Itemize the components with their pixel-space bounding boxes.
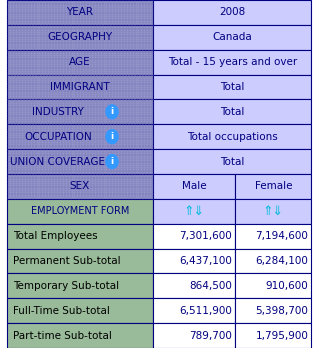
Text: Permanent Sub-total: Permanent Sub-total [13, 256, 121, 266]
Text: INDUSTRY: INDUSTRY [32, 107, 84, 117]
FancyBboxPatch shape [235, 298, 311, 323]
FancyBboxPatch shape [7, 199, 153, 224]
Text: 6,437,100: 6,437,100 [179, 256, 232, 266]
FancyBboxPatch shape [153, 149, 311, 174]
FancyBboxPatch shape [7, 323, 153, 348]
Text: Part-time Sub-total: Part-time Sub-total [13, 331, 112, 341]
Circle shape [106, 130, 118, 144]
FancyBboxPatch shape [153, 274, 235, 298]
Text: 6,284,100: 6,284,100 [255, 256, 308, 266]
FancyBboxPatch shape [235, 174, 311, 199]
FancyBboxPatch shape [7, 149, 153, 174]
Text: ⇑⇓: ⇑⇓ [263, 205, 284, 218]
Text: 2008: 2008 [219, 7, 245, 17]
Text: 6,511,900: 6,511,900 [179, 306, 232, 316]
Text: 5,398,700: 5,398,700 [255, 306, 308, 316]
Text: Temporary Sub-total: Temporary Sub-total [13, 281, 119, 291]
Text: Full-Time Sub-total: Full-Time Sub-total [13, 306, 110, 316]
FancyBboxPatch shape [235, 248, 311, 274]
FancyBboxPatch shape [153, 0, 311, 25]
FancyBboxPatch shape [153, 248, 235, 274]
Text: Total - 15 years and over: Total - 15 years and over [167, 57, 297, 67]
FancyBboxPatch shape [7, 74, 153, 100]
Text: 910,600: 910,600 [266, 281, 308, 291]
FancyBboxPatch shape [153, 323, 235, 348]
FancyBboxPatch shape [7, 25, 153, 50]
Text: 1,795,900: 1,795,900 [255, 331, 308, 341]
FancyBboxPatch shape [153, 50, 311, 74]
Text: 7,301,600: 7,301,600 [179, 231, 232, 241]
Text: IMMIGRANT: IMMIGRANT [50, 82, 110, 92]
Text: YEAR: YEAR [66, 7, 93, 17]
FancyBboxPatch shape [153, 74, 311, 100]
FancyBboxPatch shape [7, 124, 153, 149]
Text: i: i [110, 132, 114, 141]
FancyBboxPatch shape [7, 0, 153, 25]
Text: Female: Female [254, 181, 292, 191]
Text: 864,500: 864,500 [189, 281, 232, 291]
Text: ⇑⇓: ⇑⇓ [184, 205, 205, 218]
Text: Total: Total [220, 107, 244, 117]
FancyBboxPatch shape [153, 298, 235, 323]
Text: Total: Total [220, 82, 244, 92]
FancyBboxPatch shape [235, 323, 311, 348]
FancyBboxPatch shape [7, 174, 153, 199]
Text: UNION COVERAGE: UNION COVERAGE [10, 157, 105, 167]
Text: i: i [110, 107, 114, 116]
FancyBboxPatch shape [153, 199, 235, 224]
Text: 7,194,600: 7,194,600 [255, 231, 308, 241]
Text: Canada: Canada [212, 32, 252, 42]
Text: OCCUPATION: OCCUPATION [24, 132, 92, 142]
Text: Total: Total [220, 157, 244, 167]
FancyBboxPatch shape [153, 25, 311, 50]
Text: 789,700: 789,700 [189, 331, 232, 341]
FancyBboxPatch shape [7, 224, 153, 248]
Text: Male: Male [182, 181, 207, 191]
Circle shape [106, 105, 118, 119]
FancyBboxPatch shape [235, 274, 311, 298]
Text: AGE: AGE [69, 57, 91, 67]
FancyBboxPatch shape [153, 124, 311, 149]
FancyBboxPatch shape [7, 274, 153, 298]
FancyBboxPatch shape [153, 100, 311, 124]
FancyBboxPatch shape [7, 50, 153, 74]
Text: SEX: SEX [70, 181, 90, 191]
FancyBboxPatch shape [7, 298, 153, 323]
Circle shape [106, 155, 118, 168]
Text: GEOGRAPHY: GEOGRAPHY [47, 32, 112, 42]
FancyBboxPatch shape [7, 100, 153, 124]
Text: Total Employees: Total Employees [13, 231, 97, 241]
FancyBboxPatch shape [153, 174, 235, 199]
Text: EMPLOYMENT FORM: EMPLOYMENT FORM [31, 206, 129, 216]
FancyBboxPatch shape [235, 224, 311, 248]
FancyBboxPatch shape [153, 224, 235, 248]
Text: Total occupations: Total occupations [187, 132, 278, 142]
FancyBboxPatch shape [235, 199, 311, 224]
Text: i: i [110, 157, 114, 166]
FancyBboxPatch shape [7, 248, 153, 274]
